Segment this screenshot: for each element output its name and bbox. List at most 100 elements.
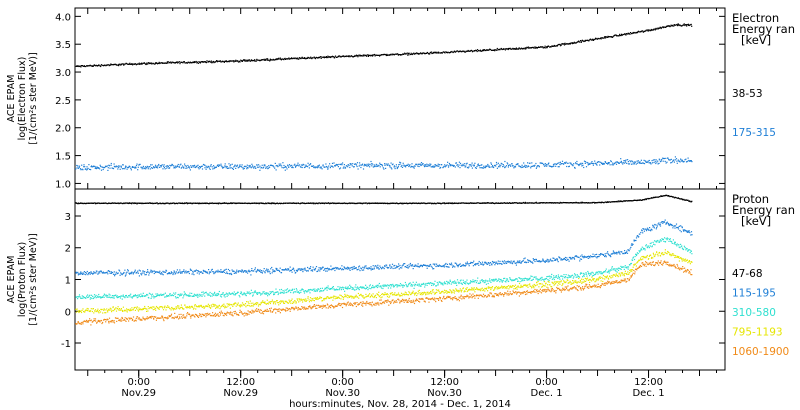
data-point: [285, 166, 287, 168]
data-point: [333, 288, 335, 290]
data-point: [480, 202, 482, 204]
data-point: [634, 239, 636, 242]
data-point: [607, 251, 609, 253]
data-point: [680, 198, 682, 200]
data-point: [93, 296, 95, 299]
data-point: [339, 167, 342, 169]
data-point: [314, 167, 316, 169]
data-point: [539, 279, 541, 281]
data-point: [358, 287, 360, 289]
data-point: [164, 271, 167, 273]
data-point: [534, 276, 536, 278]
data-point: [173, 270, 175, 272]
data-point: [405, 202, 407, 204]
data-point: [308, 57, 310, 59]
data-point: [461, 264, 463, 266]
data-point: [622, 163, 624, 165]
data-point: [77, 65, 79, 67]
data-point: [233, 293, 235, 295]
data-point: [476, 263, 479, 265]
data-point: [406, 202, 408, 204]
data-point: [363, 286, 365, 288]
data-point: [172, 295, 175, 297]
data-point: [375, 285, 377, 287]
data-point: [559, 202, 561, 204]
data-point: [157, 202, 159, 205]
data-point: [149, 202, 151, 204]
data-point: [600, 38, 602, 40]
data-point: [164, 62, 166, 64]
data-point: [76, 296, 78, 298]
data-point: [407, 203, 409, 205]
data-point: [76, 202, 78, 204]
data-point: [154, 63, 156, 65]
data-point: [385, 163, 387, 165]
data-point: [244, 165, 246, 167]
data-point: [262, 291, 264, 293]
data-point: [150, 62, 152, 64]
data-point: [87, 65, 89, 67]
data-point: [670, 195, 672, 197]
data-point: [675, 244, 677, 246]
data-point: [550, 258, 552, 260]
data-point: [274, 270, 276, 272]
data-point: [104, 166, 106, 169]
data-point: [312, 57, 314, 59]
data-point: [543, 165, 546, 167]
data-point: [603, 254, 605, 256]
data-point: [508, 47, 510, 50]
data-point: [115, 202, 117, 204]
data-point: [155, 62, 157, 64]
data-point: [510, 279, 512, 281]
data-point: [304, 57, 306, 60]
data-point: [437, 52, 439, 54]
data-point: [658, 158, 660, 160]
data-point: [266, 166, 268, 168]
data-point: [108, 202, 110, 204]
data-point: [559, 161, 561, 163]
data-point: [352, 268, 354, 270]
data-point: [661, 221, 663, 223]
data-point: [461, 202, 463, 204]
data-point: [404, 266, 407, 268]
data-point: [193, 165, 195, 167]
data-point: [203, 292, 205, 295]
data-point: [622, 162, 624, 164]
data-point: [445, 165, 447, 167]
data-point: [323, 166, 325, 168]
data-point: [376, 285, 378, 288]
data-point: [450, 202, 452, 204]
data-point: [553, 257, 555, 259]
data-point: [120, 166, 122, 168]
data-point: [81, 297, 83, 299]
data-point: [559, 278, 561, 280]
data-point: [426, 267, 428, 269]
data-point: [88, 295, 90, 297]
data-point: [512, 202, 514, 204]
data-point: [288, 166, 290, 168]
data-point: [474, 50, 476, 52]
data-point: [621, 162, 623, 164]
data-point: [497, 263, 499, 265]
data-point: [415, 52, 417, 55]
data-point: [683, 245, 685, 247]
data-point: [580, 201, 582, 203]
data-point: [105, 294, 108, 296]
data-point: [681, 226, 683, 228]
data-point: [383, 202, 385, 204]
data-point: [281, 269, 283, 271]
data-point: [578, 164, 580, 167]
data-point: [276, 269, 278, 271]
data-point: [258, 164, 260, 166]
data-point: [210, 295, 212, 297]
data-point: [509, 262, 511, 264]
data-point: [198, 293, 200, 295]
data-point: [343, 166, 345, 168]
data-point: [532, 202, 534, 204]
data-point: [559, 45, 562, 47]
data-point: [421, 283, 423, 285]
data-point: [169, 202, 171, 204]
data-point: [188, 295, 191, 297]
data-point: [673, 159, 675, 161]
data-point: [435, 164, 437, 166]
